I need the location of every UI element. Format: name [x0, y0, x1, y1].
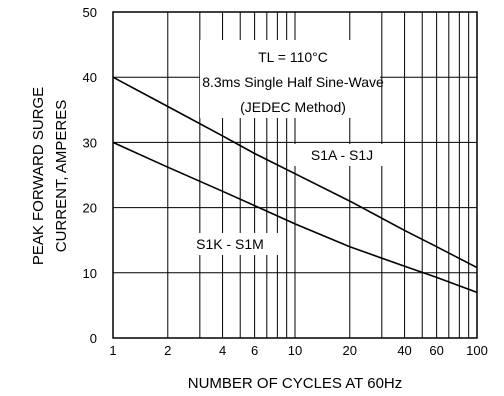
- y-tick-label: 40: [83, 70, 97, 85]
- x-tick-label: 4: [219, 343, 226, 358]
- y-tick-label: 30: [83, 135, 97, 150]
- series-label-b-background: [178, 233, 282, 255]
- y-tick-labels: 0 10 20 30 40 50: [83, 5, 97, 346]
- x-tick-label: 100: [466, 343, 488, 358]
- x-tick-label: 1: [109, 343, 116, 358]
- y-axis-title-line2: CURRENT, AMPERES: [53, 100, 70, 253]
- series-label-a-background: [290, 144, 394, 166]
- y-tick-label: 50: [83, 5, 97, 20]
- series-line-s1k-s1m: [112, 141, 478, 294]
- annotation-waveform: 8.3ms Single Half Sine-Wave: [202, 74, 384, 90]
- annotation-background: [200, 40, 380, 118]
- series-label-s1k-s1m: S1K - S1M: [196, 236, 264, 252]
- series-lines: [112, 76, 478, 294]
- x-tick-label: 6: [251, 343, 258, 358]
- x-axis-title: NUMBER OF CYCLES AT 60Hz: [188, 375, 403, 392]
- x-tick-label: 20: [343, 343, 357, 358]
- x-tick-labels: 1 2 4 6 10 20 40 60 100: [109, 343, 487, 358]
- annotation-temperature: TL = 110°C: [258, 49, 328, 65]
- series-line-s1a-s1j: [112, 76, 478, 269]
- plot-frame: [112, 11, 478, 339]
- y-tick-label: 0: [90, 331, 97, 346]
- x-tick-label: 60: [429, 343, 443, 358]
- x-tick-label: 40: [397, 343, 411, 358]
- y-tick-label: 20: [83, 201, 97, 216]
- y-axis-title-line1: PEAK FORWARD SURGE: [30, 87, 47, 265]
- annotation-method: (JEDEC Method): [240, 99, 346, 115]
- y-tick-label: 10: [83, 266, 97, 281]
- x-tick-label: 2: [164, 343, 171, 358]
- x-tick-label: 10: [288, 343, 302, 358]
- series-label-s1a-s1j: S1A - S1J: [311, 147, 373, 163]
